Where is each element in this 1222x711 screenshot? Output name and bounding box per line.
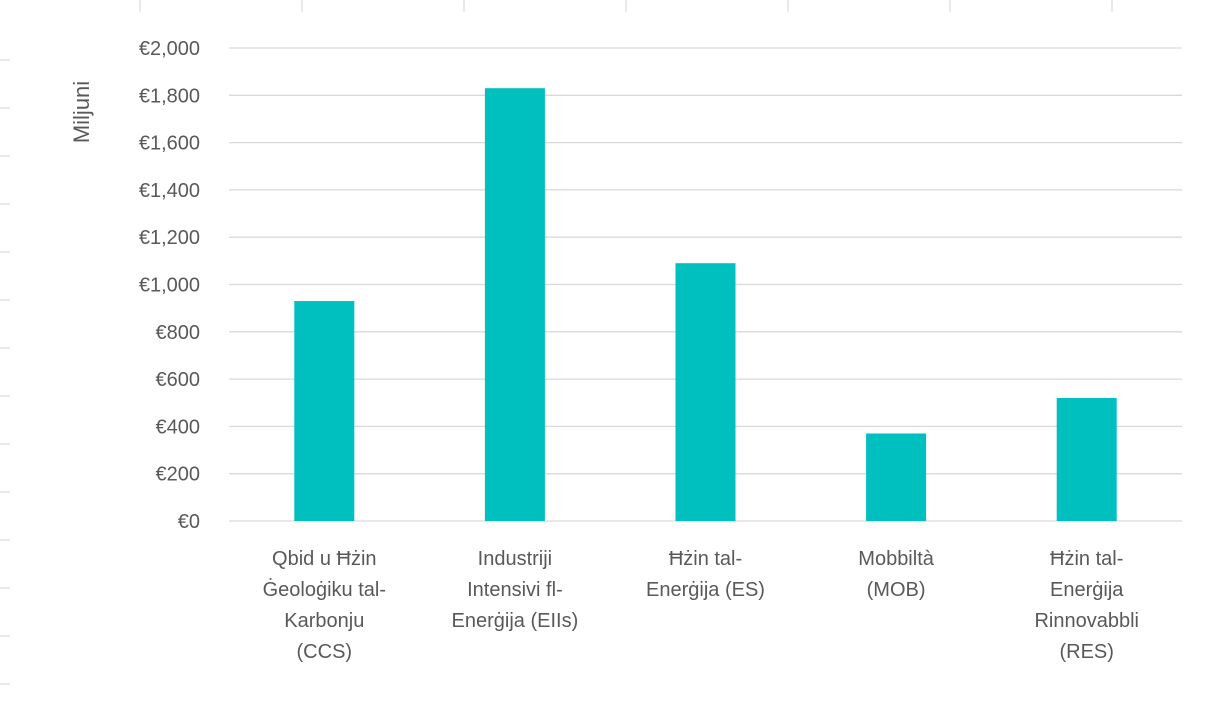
x-tick-label-line: Intensivi fl- [467, 579, 563, 601]
x-tick-label: Ħżin tal- Enerġija (ES) [646, 548, 765, 601]
y-tick-label: €1,600 [139, 133, 200, 155]
y-tick-label: €1,800 [139, 85, 200, 107]
bar[interactable] [866, 433, 927, 521]
y-tick-label: €200 [156, 464, 201, 486]
x-tick-label-line: Enerġija [1050, 579, 1124, 601]
y-tick-label: €1,200 [139, 227, 200, 249]
x-tick-label: Industriji Intensivi fl- Enerġija (EIIs) [452, 548, 579, 632]
x-tick-label: Mobbiltà (MOB) [858, 548, 934, 601]
x-tick-label-line: Ħżin tal- [1050, 548, 1123, 570]
x-tick-label-line: (MOB) [867, 579, 926, 601]
x-tick-label-line: (RES) [1059, 641, 1113, 663]
x-tick-label-line: Qbid u Ħżin [272, 548, 377, 570]
y-tick-label: €2,000 [139, 38, 200, 60]
chart-area[interactable]: €0 €200 €400 €600 €800 €1,000 €1,200 €1,400 €1,6… [36, 12, 1222, 711]
bar-chart: €0 €200 €400 €600 €800 €1,000 €1,200 €1,400 €1,6… [69, 38, 1182, 663]
x-tick-label-line: Ħżin tal- [669, 548, 742, 570]
x-axis-labels: Qbid u Ħżin Ġeoloġiku tal- Karbonju (CCS) In… [263, 548, 1139, 663]
x-tick-label-line: Karbonju [284, 610, 364, 632]
x-tick-label-line: Enerġija (ES) [646, 579, 765, 601]
x-tick-label-line: (CCS) [297, 641, 353, 663]
bars [294, 88, 1117, 521]
x-tick-label-line: Rinnovabbli [1034, 610, 1139, 632]
y-tick-label: €600 [156, 369, 201, 391]
x-tick-label-line: Industriji [478, 548, 552, 570]
bar[interactable] [675, 263, 736, 521]
bar[interactable] [1056, 398, 1117, 521]
x-tick-label-line: Ġeoloġiku tal- [263, 578, 386, 601]
x-tick-label-line: Enerġija (EIIs) [452, 610, 579, 632]
y-tick-label: €400 [156, 416, 201, 438]
y-axis-ticks: €0 €200 €400 €600 €800 €1,000 €1,200 €1,400 €1,6… [139, 38, 200, 533]
x-tick-label: Ħżin tal- Enerġija Rinnovabbli (RES) [1034, 548, 1139, 663]
y-axis-title: Miljuni [69, 81, 94, 143]
y-tick-label: €1,000 [139, 275, 200, 297]
bar[interactable] [294, 301, 355, 521]
bar[interactable] [484, 88, 545, 521]
y-tick-label: €800 [156, 322, 201, 344]
x-tick-label-line: Mobbiltà [858, 548, 934, 570]
x-tick-label: Qbid u Ħżin Ġeoloġiku tal- Karbonju (CCS) [263, 548, 386, 663]
y-tick-label: €0 [178, 511, 200, 533]
y-tick-label: €1,400 [139, 180, 200, 202]
